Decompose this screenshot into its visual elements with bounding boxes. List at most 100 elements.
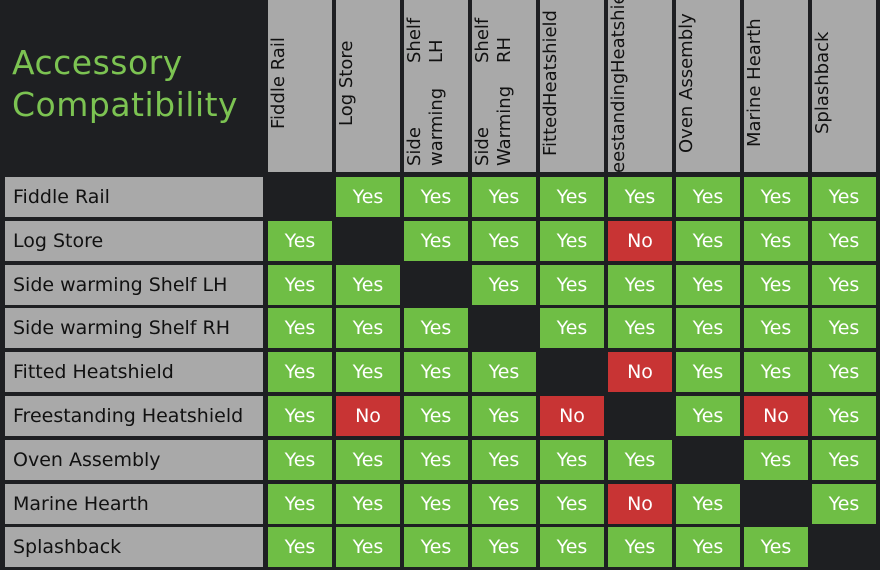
column-header-line: Shelf LH	[404, 17, 447, 63]
column-header: Fitted Heatshield	[540, 0, 604, 172]
compat-cell: Yes	[404, 308, 468, 348]
column-header-label: Side Warming Shelf RH	[472, 0, 536, 166]
compat-cell: Yes	[608, 265, 672, 305]
row-header: Side warming Shelf LH	[5, 265, 263, 305]
compat-cell: Yes	[744, 527, 808, 567]
column-header-line: Marine Hearth	[744, 18, 765, 148]
compat-cell: No	[540, 396, 604, 436]
compat-cell: Yes	[744, 440, 808, 480]
column-header-label: Side warming Shelf LH	[404, 0, 468, 166]
self-cell	[676, 440, 740, 480]
compat-cell: Yes	[336, 440, 400, 480]
compat-cell: Yes	[268, 308, 332, 348]
compat-cell: Yes	[540, 177, 604, 217]
page-title: Accessory Compatibility	[12, 42, 238, 126]
compat-cell: Yes	[676, 484, 740, 524]
compat-cell: Yes	[744, 221, 808, 261]
compat-cell: Yes	[608, 308, 672, 348]
compat-cell: Yes	[676, 221, 740, 261]
compat-cell: Yes	[336, 265, 400, 305]
compat-cell: Yes	[268, 396, 332, 436]
column-header-line: Fiddle Rail	[268, 37, 289, 129]
column-header-label: Log Store	[336, 0, 400, 166]
column-header-label: Fiddle Rail	[268, 0, 332, 166]
compat-cell: Yes	[404, 440, 468, 480]
compat-cell: Yes	[676, 308, 740, 348]
row-header: Splashback	[5, 527, 263, 567]
column-header: Splashback	[812, 0, 876, 172]
compat-cell: Yes	[676, 396, 740, 436]
compat-cell: Yes	[812, 308, 876, 348]
compat-cell: Yes	[404, 527, 468, 567]
self-cell	[268, 177, 332, 217]
column-header-line: Heatshield	[540, 9, 561, 106]
compat-cell: Yes	[540, 484, 604, 524]
compat-cell: Yes	[608, 177, 672, 217]
compat-cell: Yes	[404, 352, 468, 392]
compat-cell: No	[744, 396, 808, 436]
compat-cell: Yes	[540, 440, 604, 480]
compat-cell: Yes	[472, 352, 536, 392]
compat-cell: Yes	[812, 221, 876, 261]
row-header: Fiddle Rail	[5, 177, 263, 217]
compat-cell: No	[336, 396, 400, 436]
compat-cell: Yes	[268, 221, 332, 261]
compat-cell: Yes	[472, 527, 536, 567]
compat-cell: Yes	[812, 177, 876, 217]
compat-cell: Yes	[676, 265, 740, 305]
column-header-line: Splashback	[812, 31, 833, 135]
compat-cell: Yes	[404, 484, 468, 524]
column-header: Side warming Shelf LH	[404, 0, 468, 172]
column-header-line: Shelf RH	[472, 18, 515, 64]
compat-cell: Yes	[812, 352, 876, 392]
column-header-line: Side warming	[404, 87, 447, 166]
compat-cell: No	[608, 352, 672, 392]
compat-cell: No	[608, 221, 672, 261]
compat-cell: Yes	[540, 308, 604, 348]
compat-cell: Yes	[676, 177, 740, 217]
compat-cell: Yes	[404, 221, 468, 261]
compat-cell: Yes	[268, 265, 332, 305]
compat-cell: Yes	[744, 177, 808, 217]
column-header-label: Splashback	[812, 0, 876, 166]
compat-cell: Yes	[812, 265, 876, 305]
compat-cell: Yes	[608, 527, 672, 567]
compat-cell: Yes	[540, 221, 604, 261]
compat-cell: Yes	[336, 527, 400, 567]
compat-cell: Yes	[404, 177, 468, 217]
compat-cell: Yes	[336, 308, 400, 348]
column-header: Side Warming Shelf RH	[472, 0, 536, 172]
compat-cell: Yes	[336, 352, 400, 392]
column-header-line: Oven Assembly	[676, 13, 697, 153]
self-cell	[472, 308, 536, 348]
column-header: Log Store	[336, 0, 400, 172]
compat-cell: Yes	[472, 177, 536, 217]
row-header: Freestanding Heatshield	[5, 396, 263, 436]
compat-cell: Yes	[744, 265, 808, 305]
compat-cell: Yes	[268, 440, 332, 480]
compat-cell: Yes	[472, 265, 536, 305]
column-header-line: Freestanding	[608, 72, 629, 172]
column-header-label: Freestanding Heatshield	[608, 0, 672, 172]
compat-cell: Yes	[268, 527, 332, 567]
row-header: Fitted Heatshield	[5, 352, 263, 392]
column-header-line: Side Warming	[472, 85, 515, 166]
compat-cell: Yes	[404, 396, 468, 436]
compat-cell: Yes	[268, 352, 332, 392]
title-line-2: Compatibility	[12, 85, 239, 124]
compat-cell: Yes	[676, 352, 740, 392]
compat-cell: Yes	[540, 265, 604, 305]
compat-cell: Yes	[472, 221, 536, 261]
compat-cell: Yes	[608, 440, 672, 480]
row-header: Log Store	[5, 221, 263, 261]
self-cell	[404, 265, 468, 305]
self-cell	[540, 352, 604, 392]
column-header-line: Heatshield	[608, 0, 629, 73]
compat-cell: Yes	[676, 527, 740, 567]
compat-cell: Yes	[812, 484, 876, 524]
compat-cell: Yes	[744, 352, 808, 392]
column-header: Oven Assembly	[676, 0, 740, 172]
row-header: Side warming Shelf RH	[5, 308, 263, 348]
self-cell	[812, 527, 876, 567]
compat-cell: Yes	[472, 440, 536, 480]
